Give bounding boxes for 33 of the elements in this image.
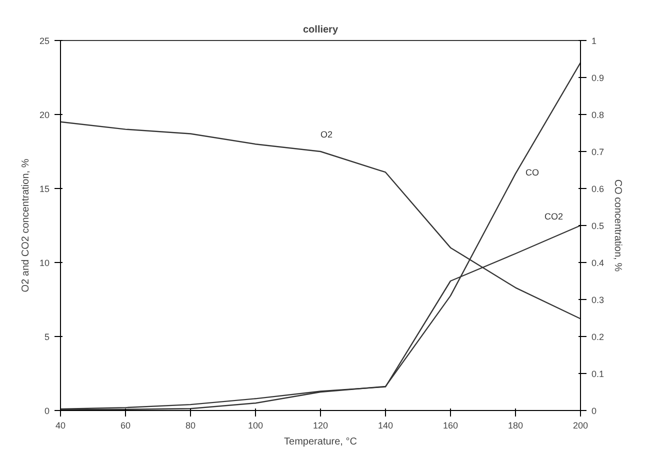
series-label: CO2: [544, 212, 564, 222]
x-tick-label: 100: [248, 420, 264, 430]
y2-tick-label: 1: [592, 36, 597, 46]
y2-tick-label: 0.9: [592, 73, 604, 83]
y2-tick-label: 0.2: [592, 332, 604, 342]
x-tick-label: 140: [378, 420, 394, 430]
y2-tick-label: 0.1: [592, 369, 604, 379]
x-tick-label: 60: [120, 420, 131, 430]
x-tick-label: 80: [185, 420, 196, 430]
y-tick-label: 10: [39, 258, 50, 268]
y2-tick-label: 0.4: [592, 258, 604, 268]
y2-tick-label: 0.3: [592, 295, 604, 305]
y-tick-label: 5: [44, 332, 50, 342]
series-label: O2: [320, 130, 333, 140]
x-tick-label: 180: [508, 420, 524, 430]
y2-axis-title: CO concentration, %: [612, 179, 624, 272]
y-tick-label: 25: [39, 36, 50, 46]
y-axis-title: O2 and CO2 concentration, %: [20, 158, 32, 292]
y2-tick-label: 0.5: [592, 221, 604, 231]
y2-tick-label: 0.7: [592, 147, 604, 157]
x-tick-label: 200: [572, 420, 588, 430]
chart-title: colliery: [302, 24, 338, 36]
series-label: CO: [526, 168, 539, 178]
x-tick-label: 160: [442, 420, 458, 430]
x-axis-title: Temperature, °C: [284, 436, 357, 448]
x-tick-label: 120: [312, 420, 328, 430]
y2-tick-label: 0.8: [592, 110, 604, 120]
y-tick-label: 0: [44, 406, 50, 416]
x-tick-label: 40: [55, 420, 66, 430]
y-tick-label: 20: [39, 110, 50, 120]
y-tick-label: 15: [39, 184, 50, 194]
y2-tick-label: 0: [592, 406, 597, 416]
y2-tick-label: 0.6: [592, 184, 604, 194]
